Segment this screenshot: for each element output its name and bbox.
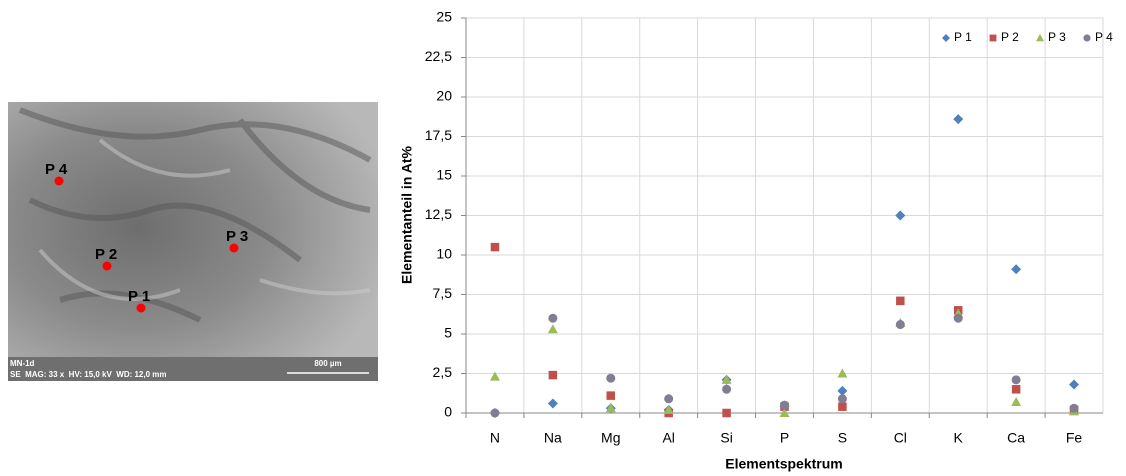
- marker-square: [548, 370, 558, 380]
- marker-diamond: [1011, 264, 1022, 275]
- y-tick-label: 10: [436, 246, 452, 262]
- marker-square: [838, 402, 847, 411]
- legend-marker: [989, 34, 997, 42]
- marker-triangle: [489, 371, 500, 381]
- y-tick-label: 5: [444, 325, 452, 341]
- marker-square: [606, 391, 616, 400]
- x-tick-label: N: [490, 430, 500, 446]
- marker-triangle: [547, 324, 558, 334]
- y-tick-label: 22,5: [425, 48, 452, 64]
- marker-triangle: [837, 368, 848, 378]
- point-marker: [102, 261, 112, 271]
- legend-marker: [1083, 34, 1091, 42]
- texture: [38, 138, 371, 301]
- marker-triangle: [1011, 396, 1022, 406]
- legend-label: P 1: [954, 30, 972, 44]
- y-tick-label: 20: [436, 88, 452, 104]
- texture: [18, 107, 372, 323]
- point-label: P 1: [128, 288, 150, 305]
- y-tick-label: 15: [436, 167, 452, 183]
- legend-label: P 3: [1048, 30, 1066, 44]
- x-tick-label: Fe: [1066, 430, 1083, 446]
- marker-diamond: [1069, 379, 1080, 390]
- marker-square: [490, 242, 500, 252]
- marker-diamond: [953, 114, 964, 125]
- y-tick-label: 25: [436, 9, 452, 25]
- point-label: P 2: [95, 246, 117, 263]
- point-marker: [229, 243, 239, 253]
- marker-circle: [548, 313, 558, 323]
- marker-diamond: [895, 210, 906, 221]
- x-axis-label: Elementspektrum: [725, 456, 842, 472]
- y-axis-label: Elementanteil in At%: [399, 145, 415, 284]
- y-tick-label: 0: [444, 404, 452, 420]
- legend-label: P 2: [1001, 30, 1019, 44]
- scale-label: 800 µm: [314, 359, 341, 368]
- marker-triangle: [663, 404, 674, 414]
- legend-marker: [942, 34, 950, 42]
- marker-circle: [953, 313, 963, 323]
- marker-diamond: [547, 398, 558, 409]
- marker-triangle: [779, 408, 790, 417]
- marker-circle: [664, 394, 674, 404]
- x-tick-label: Na: [544, 430, 562, 446]
- legend-marker: [1036, 34, 1044, 42]
- point-marker: [54, 176, 64, 186]
- info-bar: [8, 357, 378, 381]
- x-tick-label: Ca: [1007, 430, 1025, 446]
- marker-circle: [1011, 375, 1021, 385]
- x-tick-label: P: [780, 430, 789, 446]
- legend-label: P 4: [1095, 30, 1113, 44]
- marker-circle: [606, 373, 616, 383]
- x-tick-label: Si: [720, 430, 732, 446]
- marker-circle: [780, 400, 789, 410]
- marker-circle: [490, 408, 500, 418]
- y-tick-label: 17,5: [425, 127, 452, 143]
- marker-diamond: [837, 385, 848, 396]
- y-tick-label: 12,5: [425, 206, 452, 222]
- marker-triangle: [721, 374, 732, 384]
- y-tick-label: 2,5: [433, 364, 453, 380]
- x-tick-label: Mg: [601, 430, 620, 446]
- marker-square: [1011, 385, 1021, 394]
- micrograph: P 4 P 2 P 3 P 1 MN-1d SE MAG: 33 x HV: 1…: [8, 102, 378, 381]
- marker-circle: [837, 394, 847, 404]
- sem-image: [8, 102, 378, 381]
- marker-square: [722, 408, 731, 418]
- point-marker: [136, 303, 146, 313]
- x-tick-label: K: [954, 430, 964, 446]
- x-tick-label: Al: [662, 430, 674, 446]
- marker-triangle: [605, 403, 616, 413]
- info-label: SE MAG: 33 x HV: 15,0 kV WD: 12,0 mm: [10, 370, 167, 379]
- point-label: P 4: [45, 161, 68, 178]
- y-tick-label: 7,5: [433, 285, 453, 301]
- marker-circle: [722, 384, 732, 394]
- marker-circle: [1069, 403, 1079, 413]
- marker-circle: [895, 320, 905, 330]
- x-tick-label: Cl: [894, 430, 907, 446]
- marker-square: [896, 296, 905, 306]
- x-tick-label: S: [838, 430, 847, 446]
- point-label: P 3: [226, 228, 248, 245]
- sample-label: MN-1d: [10, 359, 35, 368]
